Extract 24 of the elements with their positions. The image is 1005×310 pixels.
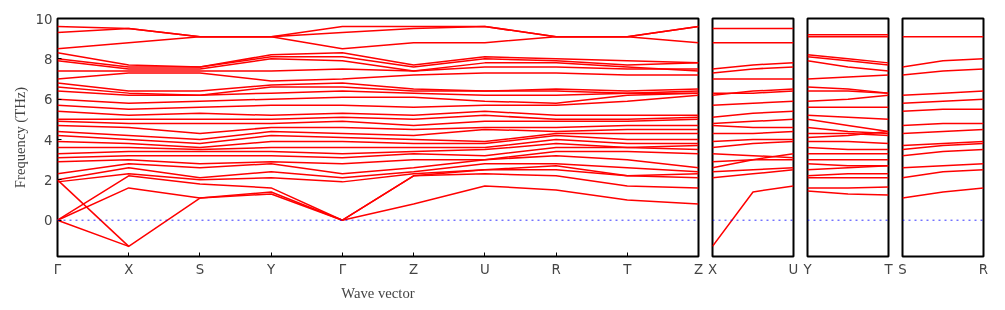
y-tick-label: 10 [35,11,53,27]
x-tick-label: R [978,261,989,277]
x-tick-label: X [707,261,718,277]
x-tick-label: Z [409,261,419,277]
y-tick-label: 2 [44,172,53,188]
y-axis-title: Frequency (THz) [11,86,29,189]
x-tick-label: S [195,261,205,277]
x-tick-label: Γ [53,261,62,277]
y-tick-label: 0 [44,213,53,229]
x-tick-label: X [124,261,134,277]
x-tick-label: S [898,261,907,277]
x-axis-title: Wave vector [341,284,415,301]
x-tick-label: U [788,261,799,277]
x-tick-label: T [622,261,633,277]
x-tick-label: Y [802,261,813,277]
x-tick-label: T [883,261,894,277]
y-tick-label: 8 [44,51,53,67]
x-tick-label: Γ [338,261,347,277]
x-tick-label: R [551,261,561,277]
y-tick-label: 6 [44,92,53,108]
x-tick-label: Z [693,261,704,277]
y-tick-label: 4 [44,132,53,148]
x-tick-label: U [479,261,490,277]
x-tick-label: Y [266,261,277,277]
